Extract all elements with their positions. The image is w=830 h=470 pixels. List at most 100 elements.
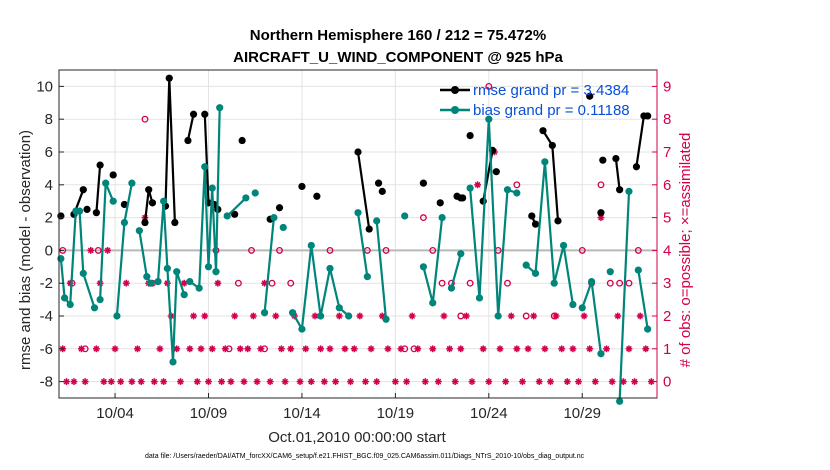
rmse-point <box>148 199 157 207</box>
obs-marker-stroke <box>429 345 436 352</box>
obs-marker-stroke <box>626 345 632 352</box>
y-tick-label: 4 <box>45 177 53 194</box>
obs-assimilated-marker <box>384 345 392 353</box>
y-axis-right: 0 1 2 3 4 5 6 7 8 9 <box>652 70 671 398</box>
rmse-point <box>79 186 87 194</box>
bias-point <box>531 269 540 277</box>
obs-marker-stroke <box>302 345 309 352</box>
rmse-point <box>171 218 179 227</box>
rmse-point <box>92 209 100 217</box>
obs-assimilated-marker <box>367 345 375 353</box>
bias-point <box>457 250 465 258</box>
obs-marker-stroke <box>100 378 107 385</box>
obs-assimilated-marker <box>92 345 100 353</box>
plot-background <box>59 70 657 398</box>
obs-assimilated-marker <box>117 378 125 385</box>
bias-point <box>163 264 171 273</box>
bias-point <box>625 187 633 195</box>
obs-assimilated-marker <box>434 378 442 385</box>
obs-assimilated-marker <box>575 378 582 385</box>
obs-assimilated-marker <box>87 247 95 254</box>
obs-marker-stroke <box>553 313 559 319</box>
bias-point <box>307 241 315 250</box>
obs-marker-stroke <box>82 378 89 385</box>
obs-assimilated-marker <box>266 378 274 385</box>
obs-marker-stroke <box>250 313 257 319</box>
obs-marker-stroke <box>474 181 481 188</box>
obs-assimilated-marker <box>457 345 465 353</box>
obs-possible-marker <box>634 246 642 254</box>
bias-point <box>75 207 84 215</box>
obs-assimilated-marker <box>221 345 229 353</box>
bias-point <box>466 184 474 192</box>
chart-title-line2: AIRCRAFT_U_WIND_COMPONENT @ 925 hPa <box>233 49 563 66</box>
rmse-point <box>120 200 129 209</box>
bias-point <box>429 299 437 307</box>
rmse-point <box>354 148 362 156</box>
obs-marker-stroke <box>194 378 201 385</box>
obs-assimilated-marker <box>414 345 422 353</box>
obs-marker-stroke <box>254 378 260 385</box>
obs-marker-stroke <box>327 345 333 352</box>
obs-marker-stroke <box>642 345 649 352</box>
bias-point <box>644 325 652 333</box>
obs-assimilated-marker <box>205 378 212 385</box>
obs-marker-stroke <box>312 313 318 319</box>
rmse-point <box>298 182 306 191</box>
obs-marker-stroke <box>257 345 264 352</box>
y-right-tick-label: 5 <box>663 210 671 227</box>
rmse-point <box>165 74 173 82</box>
obs-marker-stroke <box>362 378 369 385</box>
bias-point <box>559 241 568 250</box>
y-tick-label: 2 <box>45 210 53 227</box>
bias-point <box>160 197 168 205</box>
obs-marker-stroke <box>218 378 225 385</box>
obs-marker-stroke <box>435 378 442 385</box>
obs-marker-stroke <box>368 345 374 352</box>
obs-assimilated-marker <box>193 378 201 385</box>
obs-marker-stroke <box>138 378 145 385</box>
obs-assimilated-marker <box>180 279 188 287</box>
bias-point <box>616 397 624 405</box>
y-right-tick-label: 9 <box>663 78 671 95</box>
rmse-point <box>597 209 605 217</box>
obs-assimilated-marker <box>156 345 164 353</box>
obs-marker-stroke <box>222 345 229 352</box>
obs-assimilated-marker <box>240 378 248 385</box>
obs-assimilated-marker <box>253 378 261 385</box>
rmse-point <box>378 187 386 195</box>
obs-assimilated-marker <box>307 378 315 385</box>
bias-point <box>201 163 209 171</box>
bias-line-segment <box>263 217 275 313</box>
obs-marker-stroke <box>205 378 212 385</box>
obs-possible-marker <box>485 82 493 90</box>
obs-possible-marker <box>382 246 390 254</box>
obs-marker-stroke <box>332 378 339 385</box>
obs-marker-stroke <box>356 313 363 319</box>
obs-marker-stroke <box>536 378 543 385</box>
obs-assimilated-marker <box>421 378 429 385</box>
obs-marker-stroke <box>603 345 610 352</box>
obs-assimilated-marker <box>625 345 633 353</box>
bias-point <box>569 300 577 309</box>
obs-assimilated-marker <box>513 345 521 353</box>
obs-assimilated-marker <box>63 378 70 385</box>
bias-point <box>66 300 74 309</box>
obs-marker-stroke <box>373 378 380 385</box>
obs-assimilated-marker <box>218 378 225 385</box>
rmse-point <box>419 179 428 187</box>
obs-assimilated-marker <box>227 378 235 385</box>
obs-assimilated-marker <box>335 312 343 320</box>
obs-possible-marker <box>438 279 446 287</box>
obs-possible-marker <box>94 246 102 254</box>
bias-point <box>109 197 117 205</box>
obs-marker-stroke <box>452 378 459 385</box>
bias-point <box>373 217 381 225</box>
obs-marker-stroke <box>198 345 204 352</box>
rmse-point <box>365 225 373 233</box>
obs-marker-stroke <box>287 345 294 352</box>
y-right-tick-label: 3 <box>663 275 671 292</box>
obs-possible-marker <box>597 181 605 189</box>
obs-marker-stroke <box>177 378 184 385</box>
obs-marker-stroke <box>637 313 644 319</box>
